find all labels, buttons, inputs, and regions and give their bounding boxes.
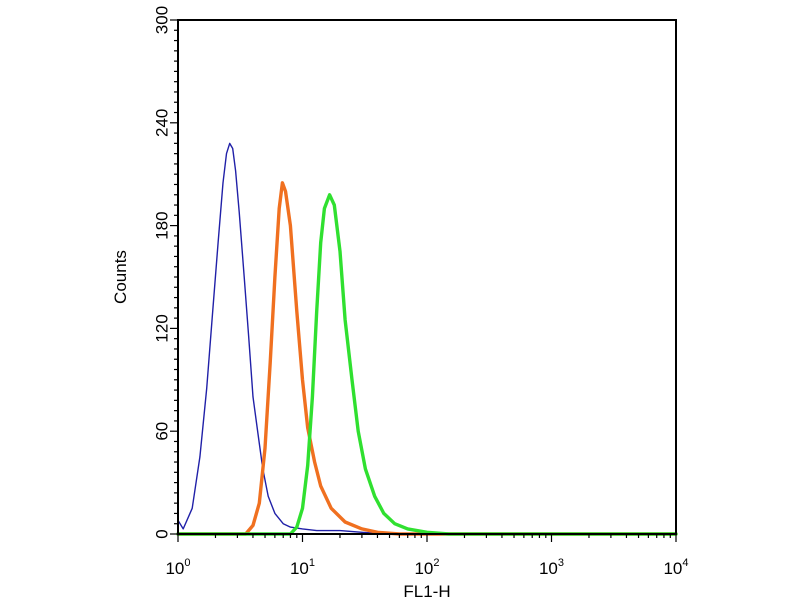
y-axis-ticks: 0 60 120 180 240 300: [153, 6, 178, 539]
series-line-2: [176, 181, 678, 536]
x-tick-label: 104: [663, 557, 688, 578]
x-tick-base: 10: [663, 559, 682, 578]
y-tick-label: 60: [153, 422, 172, 441]
series-line-1: [177, 142, 677, 535]
series-layer: [176, 142, 678, 536]
y-tick-label: 0: [153, 529, 172, 538]
x-tick-label: 102: [414, 557, 439, 578]
series-line-3: [176, 193, 678, 536]
x-tick-exponent: 0: [184, 557, 190, 569]
y-tick-label: 240: [153, 109, 172, 137]
x-tick-exponent: 4: [682, 557, 688, 569]
x-tick-label: 101: [290, 557, 315, 578]
x-tick-exponent: 2: [433, 557, 439, 569]
y-axis-title: Counts: [111, 250, 130, 304]
x-tick-label: 103: [539, 557, 564, 578]
x-tick-base: 10: [290, 559, 309, 578]
x-tick-label: 100: [165, 557, 190, 578]
x-axis-ticks: 100 101 102 103 104: [165, 534, 689, 578]
y-tick-label: 300: [153, 6, 172, 34]
x-axis-title: FL1-H: [403, 582, 450, 600]
y-tick-label: 120: [153, 314, 172, 342]
x-tick-exponent: 3: [558, 557, 564, 569]
x-tick-base: 10: [539, 559, 558, 578]
y-tick-label: 180: [153, 211, 172, 239]
x-tick-exponent: 1: [309, 557, 315, 569]
x-tick-base: 10: [165, 559, 184, 578]
x-tick-base: 10: [414, 559, 433, 578]
